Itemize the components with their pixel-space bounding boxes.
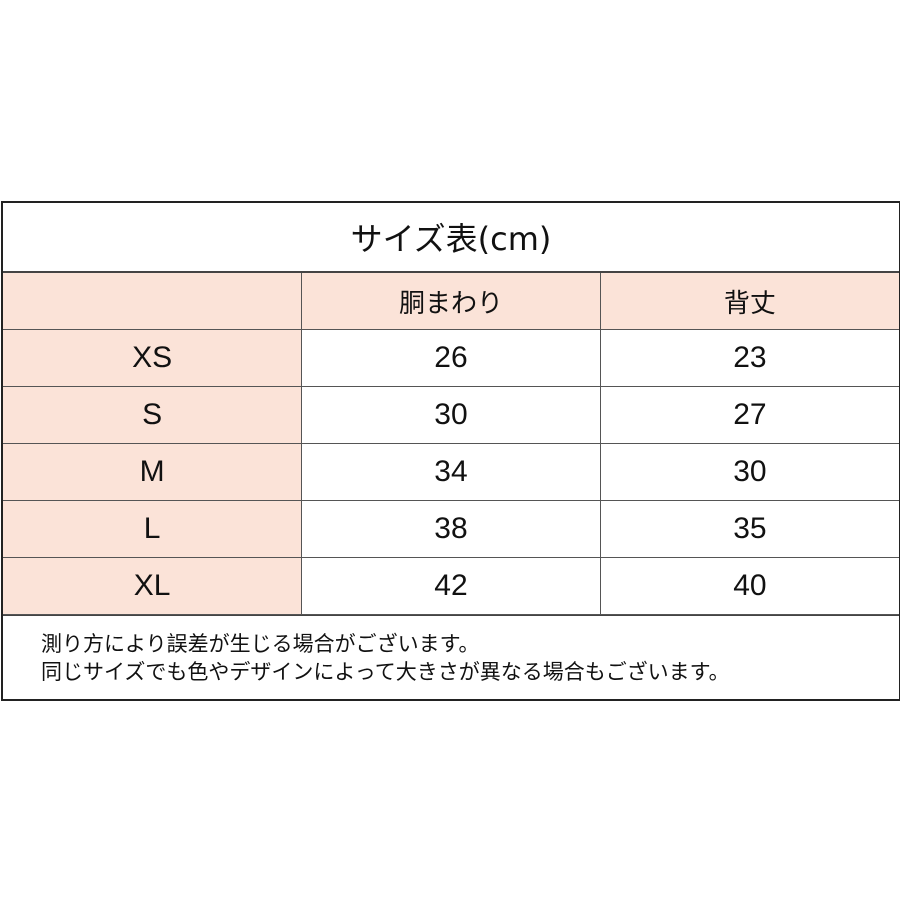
waist-value: 30 xyxy=(301,386,601,444)
table-row: M 34 30 xyxy=(3,443,899,501)
header-length: 背丈 xyxy=(599,273,899,330)
waist-value: 38 xyxy=(301,500,601,558)
waist-value: 42 xyxy=(301,557,601,615)
header-empty xyxy=(3,273,303,330)
length-value: 23 xyxy=(599,329,899,387)
length-value: 27 xyxy=(599,386,899,444)
size-label: XS xyxy=(3,329,303,387)
table-row: S 30 27 xyxy=(3,386,899,444)
waist-value: 26 xyxy=(301,329,601,387)
table-row: L 38 35 xyxy=(3,500,899,558)
notes: 測り方により誤差が生じる場合がございます。 同じサイズでも色やデザインによって大… xyxy=(3,615,899,686)
size-label: S xyxy=(3,386,303,444)
table-row: XL 42 40 xyxy=(3,557,899,615)
table-row: XS 26 23 xyxy=(3,329,899,387)
chart-title: サイズ表(cm) xyxy=(3,203,899,273)
size-label: M xyxy=(3,443,303,501)
table-header-row: 胴まわり 背丈 xyxy=(3,273,899,330)
size-table: 胴まわり 背丈 XS 26 23 S 30 27 M 34 30 L 38 35… xyxy=(3,273,899,615)
header-waist: 胴まわり xyxy=(301,273,601,330)
length-value: 35 xyxy=(599,500,899,558)
note-line: 同じサイズでも色やデザインによって大きさが異なる場合もございます。 xyxy=(41,660,730,684)
length-value: 40 xyxy=(599,557,899,615)
size-label: XL xyxy=(3,557,303,615)
length-value: 30 xyxy=(599,443,899,501)
size-label: L xyxy=(3,500,303,558)
note-line: 測り方により誤差が生じる場合がございます。 xyxy=(41,632,480,656)
waist-value: 34 xyxy=(301,443,601,501)
size-chart: サイズ表(cm) 胴まわり 背丈 XS 26 23 S 30 27 M 34 3… xyxy=(1,201,900,701)
